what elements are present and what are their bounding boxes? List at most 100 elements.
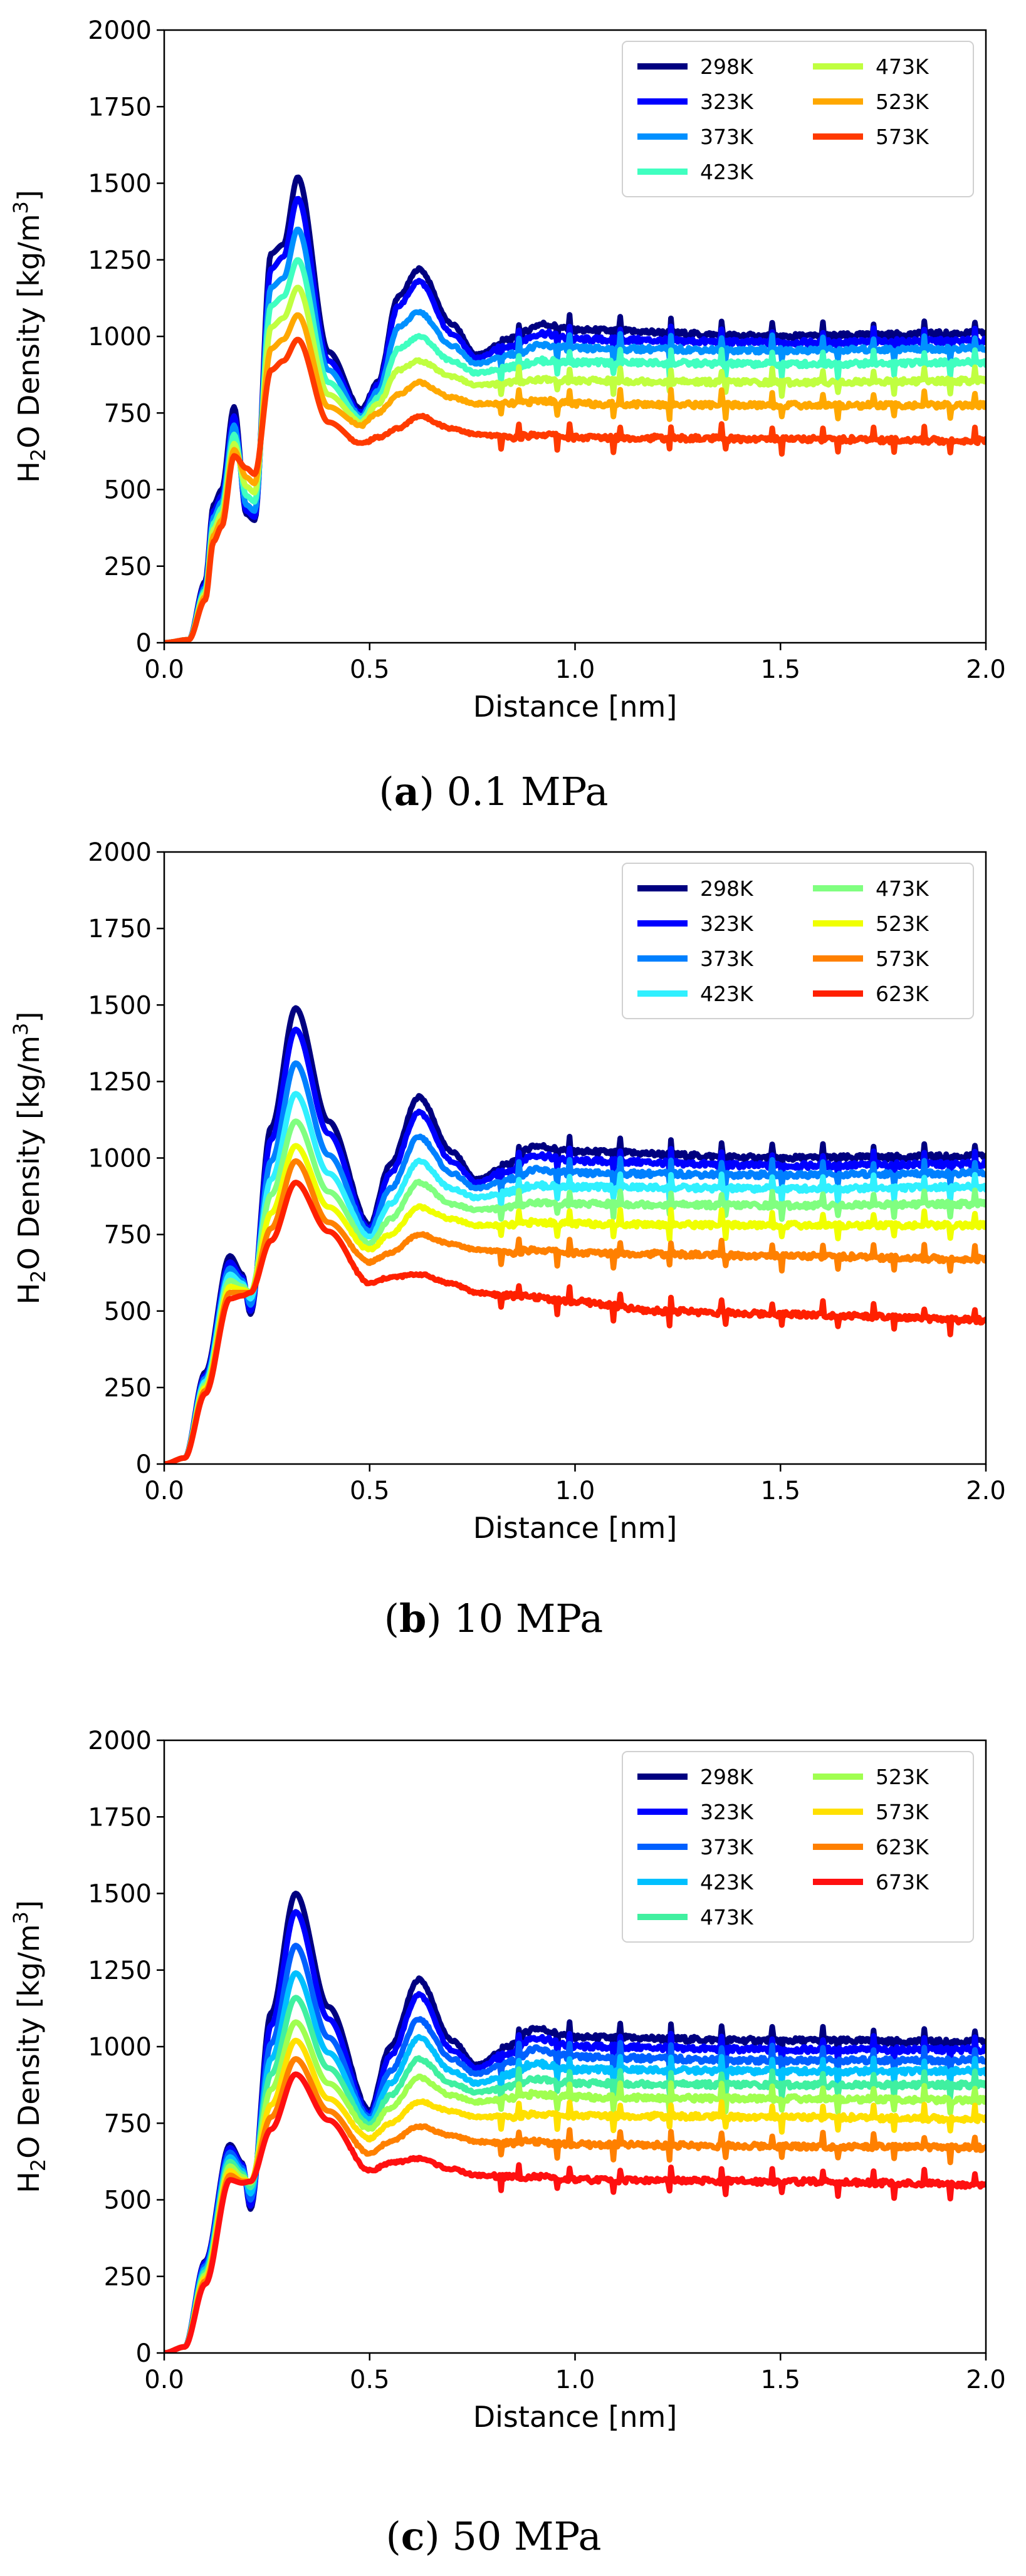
legend-label-373K: 373K — [700, 947, 754, 971]
chart-panel-a: 0 250 500 750 1000 1250 1500 1750 2000 0.0 0.5 1.0 1… — [9, 16, 1006, 814]
y-tick-label: 1250 — [88, 1956, 152, 1985]
y-tick-label: 2000 — [88, 16, 152, 45]
series-line-573K — [164, 336, 986, 643]
legend-label-673K: 673K — [876, 1870, 929, 1894]
legend-box — [622, 41, 974, 197]
x-tick-label: 1.5 — [760, 1477, 800, 1505]
x-tick-label: 1.0 — [555, 655, 595, 684]
y-axis-label: H2O Density [kg/m3] — [9, 1012, 50, 1305]
x-tick-label: 0.5 — [350, 655, 390, 684]
x-tick-label: 2.0 — [966, 2366, 1006, 2394]
chart-panel-b: 0 250 500 750 1000 1250 1500 1750 2000 0.0 0.5 1.0 1… — [9, 838, 1006, 1641]
x-tick-label: 0.5 — [350, 1477, 390, 1505]
y-tick-label: 0 — [136, 629, 152, 658]
x-tick-label: 0.0 — [144, 2366, 184, 2394]
x-tick-label: 0.5 — [350, 2366, 390, 2394]
y-tick-label: 1750 — [88, 915, 152, 943]
legend-label-323K: 323K — [700, 911, 754, 936]
y-tick-label: 1250 — [88, 1067, 152, 1096]
series-line-473K — [164, 284, 986, 643]
x-tick-label: 1.5 — [760, 2366, 800, 2394]
series-line-523K — [164, 1143, 986, 1464]
plot-area — [164, 174, 986, 643]
legend-label-523K: 523K — [876, 1765, 929, 1789]
panel-caption: (a) 0.1 MPa — [379, 769, 609, 814]
y-tick-label: 2000 — [88, 1727, 152, 1755]
x-tick-label: 0.0 — [144, 655, 184, 684]
series-line-523K — [164, 312, 986, 643]
legend: 298K 323K 373K 423K 473K 523K 573K 623K 673K — [622, 1751, 974, 1943]
series-line-323K — [164, 195, 986, 643]
panel-caption: (c) 50 MPa — [386, 2513, 602, 2559]
legend-label-473K: 473K — [700, 1905, 754, 1929]
legend-label-323K: 323K — [700, 1800, 754, 1824]
series-line-323K — [164, 1909, 986, 2353]
legend-label-623K: 623K — [876, 982, 929, 1006]
series-line-623K — [164, 1180, 986, 1464]
series-line-373K — [164, 1060, 986, 1464]
y-axis-label: H2O Density [kg/m3] — [9, 190, 50, 483]
series-line-423K — [164, 1091, 986, 1464]
y-tick-label: 1500 — [88, 170, 152, 199]
legend: 298K 323K 373K 423K 473K 523K 573K — [622, 41, 974, 197]
legend-label-423K: 423K — [700, 982, 754, 1006]
y-tick-label: 2000 — [88, 838, 152, 867]
y-tick-label: 1250 — [88, 246, 152, 275]
series-line-423K — [164, 257, 986, 643]
y-tick-label: 750 — [104, 1221, 152, 1250]
series-line-473K — [164, 1995, 986, 2353]
series-line-623K — [164, 2056, 986, 2353]
legend-label-623K: 623K — [876, 1835, 929, 1859]
series-line-673K — [164, 2071, 986, 2353]
legend: 298K 323K 373K 423K 473K 523K 573K 623K — [622, 863, 974, 1019]
legend-label-523K: 523K — [876, 90, 929, 114]
legend-label-573K: 573K — [876, 947, 929, 971]
chart-panel-c: 0 250 500 750 1000 1250 1500 1750 2000 0.0 0.5 1.0 1… — [9, 1727, 1006, 2559]
y-tick-label: 500 — [104, 1297, 152, 1326]
legend-label-298K: 298K — [700, 55, 754, 79]
panel-caption: (b) 10 MPa — [384, 1596, 603, 1641]
y-tick-label: 1750 — [88, 93, 152, 122]
legend-label-323K: 323K — [700, 90, 754, 114]
y-axis-label: H2O Density [kg/m3] — [9, 1900, 50, 2193]
x-axis-label: Distance [nm] — [473, 690, 678, 724]
y-tick-label: 750 — [104, 399, 152, 428]
series-line-473K — [164, 1118, 986, 1464]
x-tick-label: 1.5 — [760, 655, 800, 684]
y-tick-label: 250 — [104, 1374, 152, 1403]
series-line-323K — [164, 1026, 986, 1464]
y-tick-label: 250 — [104, 553, 152, 581]
x-axis-label: Distance [nm] — [473, 2400, 678, 2434]
x-tick-label: 1.0 — [555, 1477, 595, 1505]
series-line-573K — [164, 1158, 986, 1464]
legend-label-523K: 523K — [876, 911, 929, 936]
y-tick-label: 1500 — [88, 991, 152, 1020]
y-tick-label: 250 — [104, 2263, 152, 2292]
series-line-298K — [164, 174, 986, 643]
x-tick-label: 1.0 — [555, 2366, 595, 2394]
x-tick-label: 2.0 — [966, 1477, 1006, 1505]
y-tick-label: 1000 — [88, 2033, 152, 2062]
y-tick-label: 1000 — [88, 323, 152, 351]
legend-label-473K: 473K — [876, 876, 929, 901]
y-tick-label: 0 — [136, 1450, 152, 1479]
legend-box — [622, 863, 974, 1019]
y-tick-label: 1000 — [88, 1145, 152, 1173]
plot-area — [164, 1005, 986, 1464]
series-line-298K — [164, 1891, 986, 2353]
y-tick-label: 750 — [104, 2109, 152, 2138]
y-tick-label: 1750 — [88, 1803, 152, 1832]
x-tick-label: 0.0 — [144, 1477, 184, 1505]
x-axis-label: Distance [nm] — [473, 1511, 678, 1545]
legend-label-373K: 373K — [700, 125, 754, 149]
legend-label-573K: 573K — [876, 125, 929, 149]
plot-area — [164, 1891, 986, 2353]
series-line-373K — [164, 1943, 986, 2353]
legend-box — [622, 1751, 974, 1943]
y-tick-label: 0 — [136, 2339, 152, 2368]
series-line-423K — [164, 1970, 986, 2353]
series-line-298K — [164, 1005, 986, 1464]
y-tick-label: 500 — [104, 476, 152, 505]
series-line-523K — [164, 2019, 986, 2353]
